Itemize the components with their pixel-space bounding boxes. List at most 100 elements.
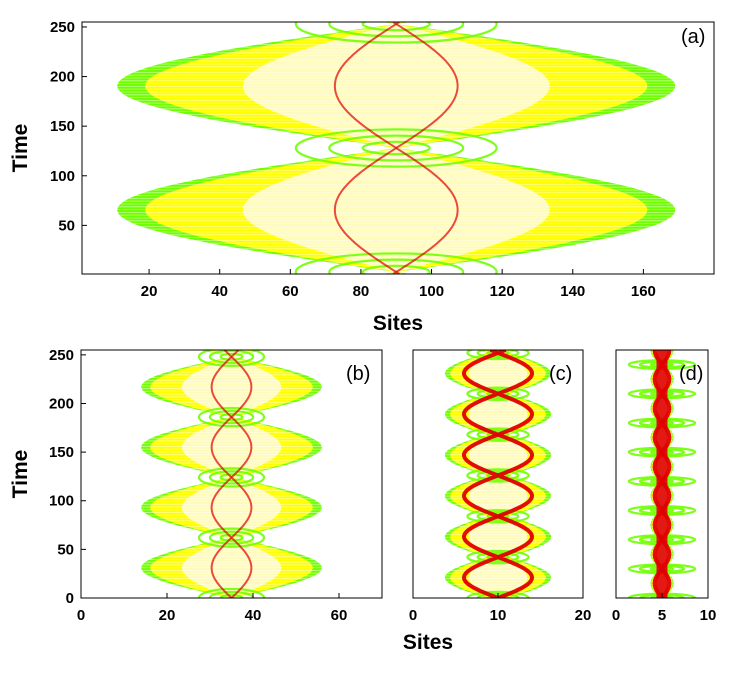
panel-c-heatmap [413,306,583,645]
panel-a-ylabel: Time [9,124,32,173]
x-tick-label: 60 [331,607,348,624]
panel-b-frame [80,349,383,599]
revival-ring [219,412,244,422]
revival-ring [361,22,431,32]
revival-ring [629,331,695,340]
revival-ring [476,350,520,359]
revival-ring [208,530,255,545]
revival-ring [197,350,266,367]
revival-ring [629,623,695,632]
panel-d-heatmap [616,331,708,632]
y-tick-label: 150 [49,444,74,461]
y-tick-label: 250 [50,19,75,36]
revival-ring [219,533,244,542]
revival-ring [476,551,520,563]
y-tick-label: 50 [57,541,74,558]
revival-ring [488,637,508,641]
revival-ring [476,470,520,481]
panel-b-label: (b) [346,363,370,385]
revival-ring [476,429,520,440]
panel-b: 0 20 40 60 0 50 100 150 200 250 (b) Time [9,287,383,667]
panel-a: 20 40 60 80 100 120 140 160 50 100 150 200 250 (a) S… [9,19,715,335]
revival-ring [219,593,244,598]
x-tick-label: 10 [490,607,507,624]
y-tick-label: 0 [66,590,74,607]
revival-ring [466,509,530,524]
revival-ring [328,258,465,274]
y-tick-label: 200 [50,69,75,86]
x-tick-label: 0 [77,607,85,624]
revival-ring [651,334,673,337]
y-tick-label: 150 [50,118,75,135]
revival-ring [208,350,255,364]
revival-ring [466,350,530,361]
x-tick-label: 10 [700,607,717,624]
revival-ring [199,649,264,667]
revival-ring [488,310,508,314]
revival-ring [294,22,498,44]
revival-ring [294,252,498,274]
revival-ring [467,633,528,645]
revival-ring [466,386,530,401]
revival-ring [361,140,431,156]
x-tick-label: 20 [575,607,592,624]
panel-c-label: (c) [549,363,572,385]
panel-a-heatmap [82,22,714,274]
x-tick-label: 160 [631,283,656,300]
revival-ring [328,22,465,38]
revival-ring [294,128,498,168]
panel-b-heatmap [81,287,382,667]
y-tick-label: 100 [49,493,74,510]
red-trajectory [210,350,233,598]
bottom-xlabel: Sites [403,631,453,654]
panel-a-label: (a) [681,26,705,48]
x-tick-label: 40 [211,283,228,300]
revival-ring [328,134,465,162]
revival-ring [210,652,253,664]
revival-ring [361,264,431,274]
x-tick-label: 20 [141,283,158,300]
panel-c-ticks: 0 10 20 [409,593,592,624]
revival-ring [476,511,520,522]
revival-ring [466,549,530,565]
x-tick-label: 80 [353,283,370,300]
x-tick-label: 40 [245,607,262,624]
panel-b-ylabel: Time [9,450,32,499]
revival-ring [197,467,266,488]
revival-ring [219,473,244,482]
x-tick-label: 100 [419,283,444,300]
revival-ring [651,626,673,629]
revival-ring [208,409,255,425]
red-trajectory [461,350,503,598]
x-tick-label: 5 [658,607,666,624]
y-tick-label: 50 [58,217,75,234]
panel-a-frame [81,21,715,275]
revival-ring [478,635,519,643]
x-tick-label: 60 [282,283,299,300]
panel-a-ticks: 20 40 60 80 100 120 140 160 50 100 150 200 250 [50,19,656,300]
y-tick-label: 250 [49,347,74,364]
y-tick-label: 100 [50,168,75,185]
revival-ring [466,468,530,483]
revival-ring [208,590,255,598]
red-trajectory [230,350,253,598]
revival-ring [208,470,255,485]
x-tick-label: 140 [560,283,585,300]
revival-ring [640,624,684,630]
panel-d: 0 5 10 (d) [612,331,717,632]
revival-ring [467,306,528,318]
red-trajectory [333,22,398,274]
revival-ring [221,655,243,661]
panel-c: 0 10 20 (c) [409,306,592,645]
x-tick-label: 20 [159,607,176,624]
red-trajectory [493,350,535,598]
revival-ring [219,352,244,361]
revival-ring [478,308,519,316]
revival-ring [197,527,266,548]
x-tick-label: 120 [490,283,515,300]
revival-ring [640,332,684,338]
revival-ring [199,287,264,305]
x-tick-label: 0 [612,607,620,624]
panel-b-ticks: 0 20 40 60 0 50 100 150 200 250 [49,347,347,624]
